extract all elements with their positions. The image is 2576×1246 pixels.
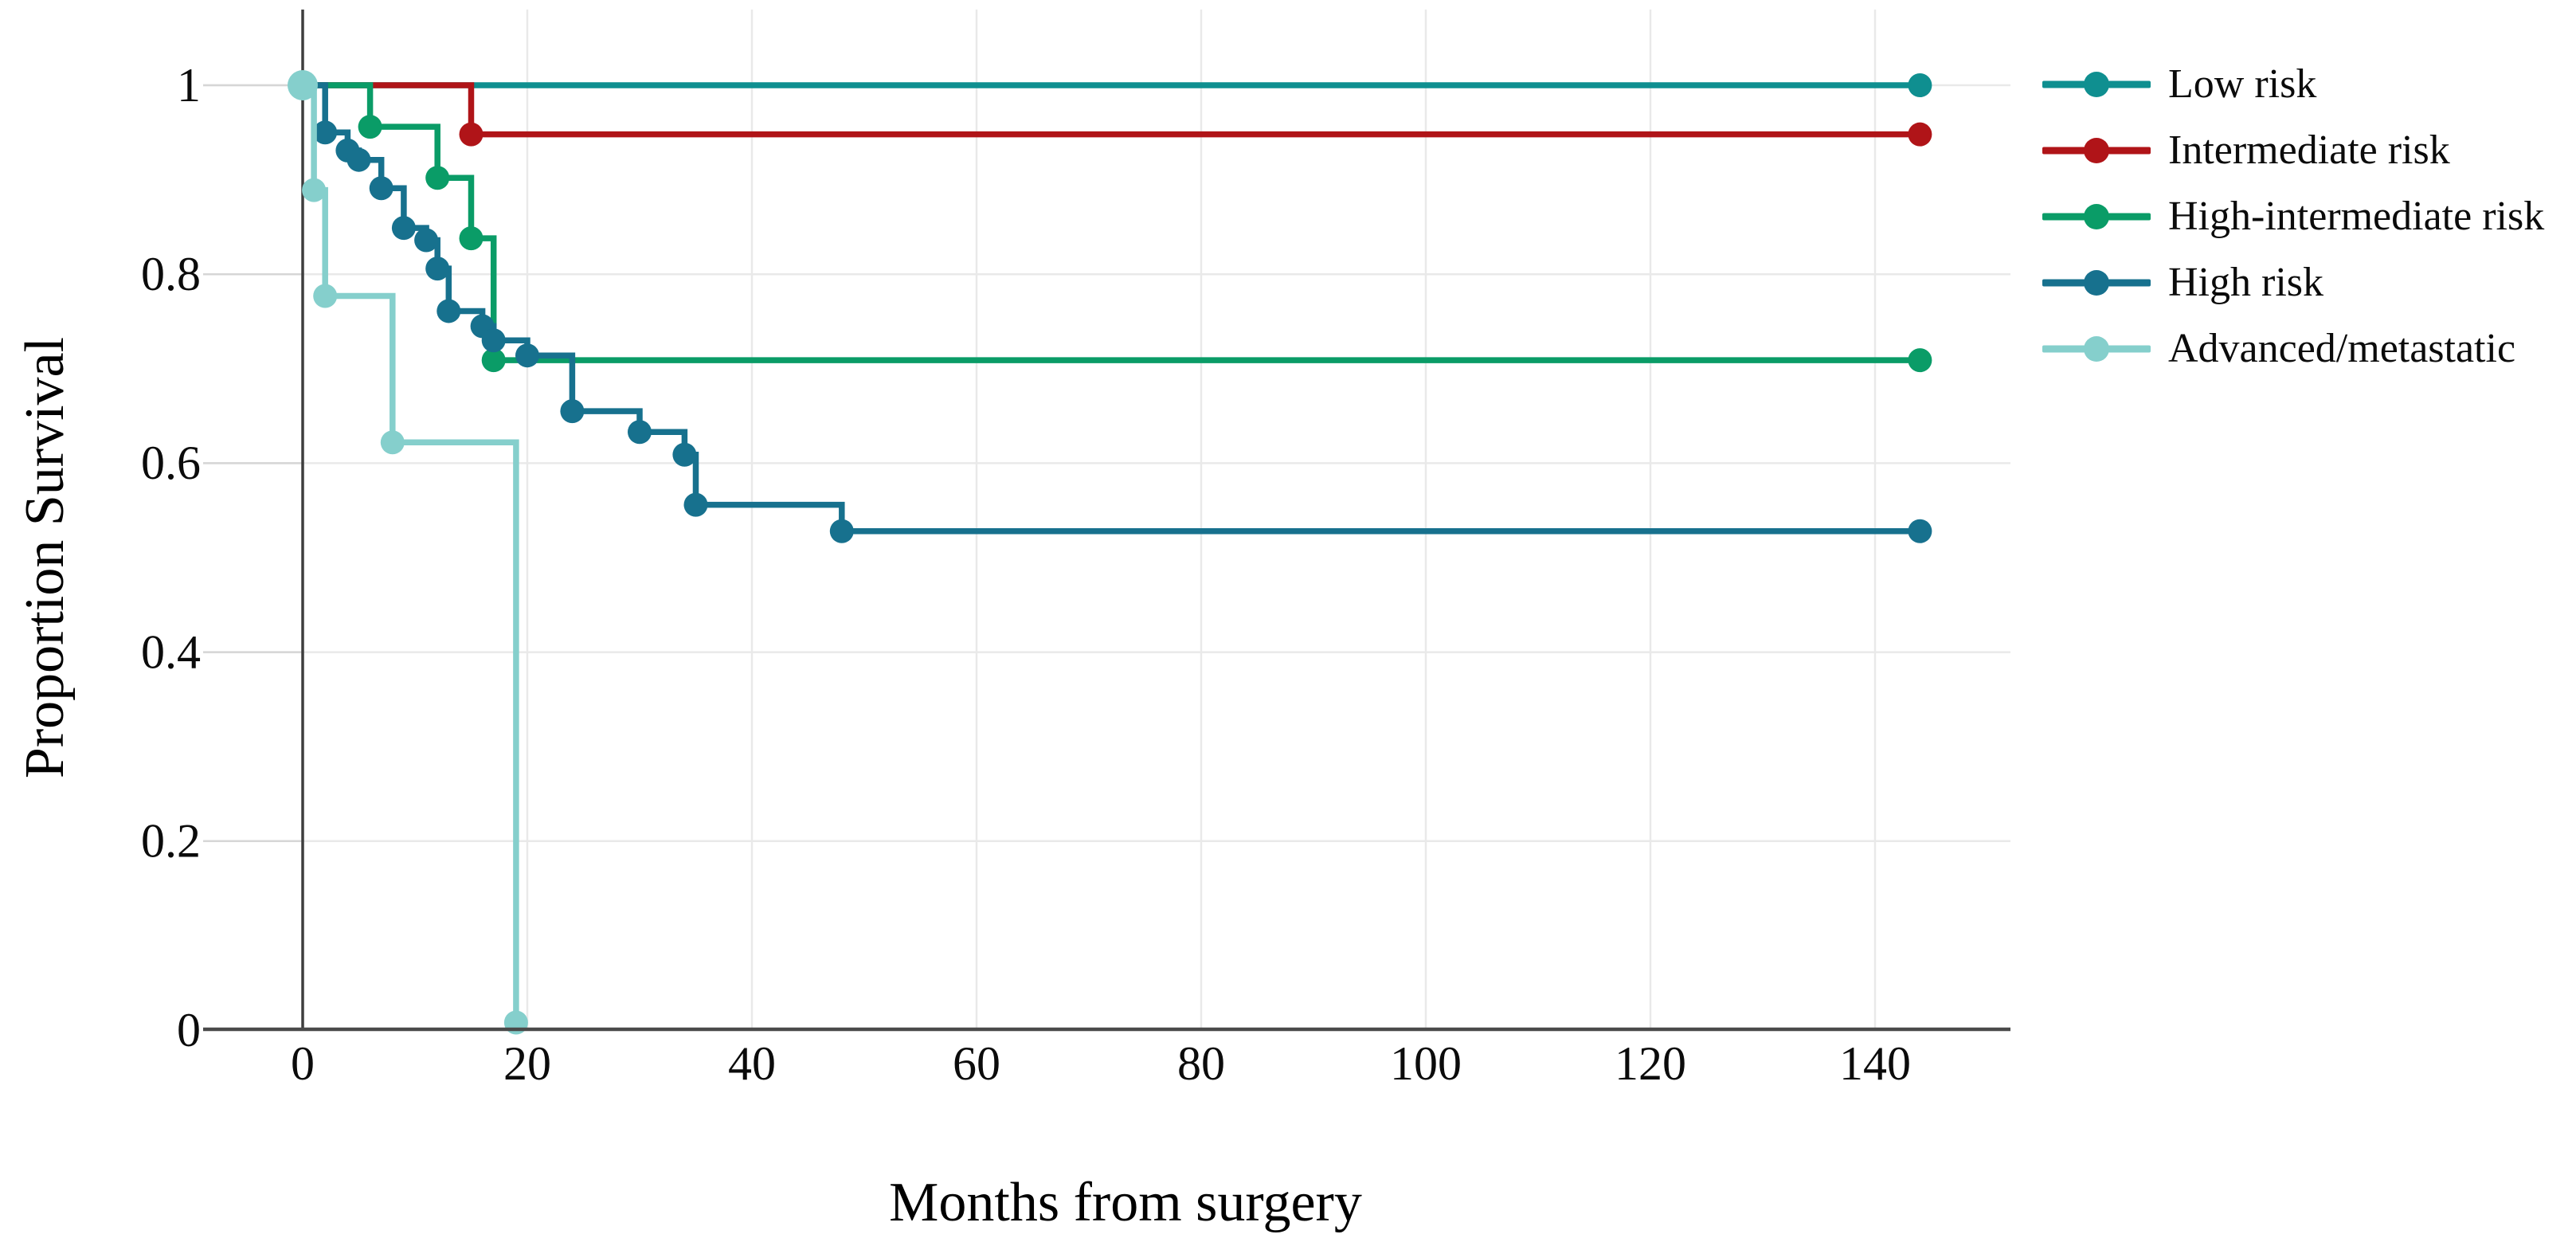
y-axis-title: Proportion Survival xyxy=(14,336,76,779)
legend-item-advanced-metastatic: Advanced/metastatic xyxy=(2042,315,2544,382)
legend-dot-icon xyxy=(2084,137,2109,163)
y-tick-label-0.4: 0.4 xyxy=(141,625,201,678)
survival-curve-intermediate-risk xyxy=(303,82,1920,138)
x-axis-title: Months from surgery xyxy=(889,1172,1362,1233)
curve-marker-1-t144 xyxy=(1908,122,1932,147)
curve-marker-3-t9 xyxy=(391,216,416,241)
y-tick-label-0: 0 xyxy=(177,1004,201,1056)
curve-marker-3-t35 xyxy=(683,492,708,517)
x-tick-label-100: 100 xyxy=(1390,1037,1462,1090)
curve-start-marker-4 xyxy=(288,70,318,100)
legend-label: Low risk xyxy=(2168,61,2317,107)
legend-swatch-icon xyxy=(2042,135,2151,167)
x-tick-label-20: 20 xyxy=(503,1037,551,1090)
legend-label: Advanced/metastatic xyxy=(2168,325,2516,371)
legend-swatch-icon xyxy=(2042,333,2151,365)
curve-marker-4-t1 xyxy=(302,178,327,202)
curve-marker-2-t12 xyxy=(425,166,450,190)
survival-curve-high-risk xyxy=(303,82,1920,535)
curve-marker-3-t5 xyxy=(346,147,371,172)
curve-marker-4-t2 xyxy=(313,284,338,308)
curve-marker-3-t34 xyxy=(672,442,697,467)
legend-item-high-risk: High risk xyxy=(2042,249,2544,315)
y-tick-label-0.8: 0.8 xyxy=(141,248,201,300)
curve-marker-3-t12 xyxy=(425,257,450,281)
curve-marker-2-t15 xyxy=(459,226,483,251)
legend-swatch-icon xyxy=(2042,69,2151,100)
x-tick-label-0: 0 xyxy=(291,1037,315,1090)
curve-marker-3-t48 xyxy=(829,519,854,543)
survival-curve-high-intermediate-risk xyxy=(303,82,1920,363)
legend-label: High risk xyxy=(2168,259,2323,305)
x-tick-label-60: 60 xyxy=(953,1037,1000,1090)
legend-dot-icon xyxy=(2084,71,2109,97)
legend-item-intermediate-risk: Intermediate risk xyxy=(2042,117,2544,183)
legend-dot-icon xyxy=(2084,203,2109,229)
legend-item-high-intermediate-risk: High-intermediate risk xyxy=(2042,183,2544,249)
x-tick-label-120: 120 xyxy=(1615,1037,1686,1090)
legend-label: High-intermediate risk xyxy=(2168,193,2545,239)
curve-marker-3-t20 xyxy=(515,343,539,368)
curve-marker-2-t17 xyxy=(481,348,506,373)
y-tick-label-0.2: 0.2 xyxy=(141,815,201,868)
curve-marker-3-t13 xyxy=(437,299,461,323)
curve-marker-3-t7 xyxy=(369,176,393,201)
curve-marker-1-t15 xyxy=(459,122,483,147)
x-tick-label-140: 140 xyxy=(1839,1037,1911,1090)
x-tick-label-40: 40 xyxy=(728,1037,776,1090)
curve-marker-3-t11 xyxy=(414,228,439,253)
legend-dot-icon xyxy=(2084,269,2109,296)
y-tick-label-1: 1 xyxy=(177,59,201,112)
legend-label: Intermediate risk xyxy=(2168,127,2450,173)
curve-marker-3-t30 xyxy=(628,420,652,445)
curve-marker-3-t17 xyxy=(481,328,506,353)
legend-dot-icon xyxy=(2084,335,2109,362)
curve-marker-3-t24 xyxy=(560,399,585,424)
legend: Low risk Intermediate risk High-intermedia… xyxy=(2042,51,2544,382)
curve-marker-0-t144 xyxy=(1908,73,1932,97)
legend-swatch-icon xyxy=(2042,201,2151,233)
x-tick-label-80: 80 xyxy=(1177,1037,1225,1090)
curve-marker-3-t144 xyxy=(1908,519,1932,543)
y-tick-label-0.6: 0.6 xyxy=(141,437,201,489)
legend-item-low-risk: Low risk xyxy=(2042,51,2544,117)
legend-swatch-icon xyxy=(2042,267,2151,299)
curve-marker-3-t2 xyxy=(313,120,338,145)
curve-marker-4-t8 xyxy=(380,430,405,455)
curve-marker-2-t144 xyxy=(1908,348,1932,373)
curve-marker-2-t6 xyxy=(358,115,382,139)
